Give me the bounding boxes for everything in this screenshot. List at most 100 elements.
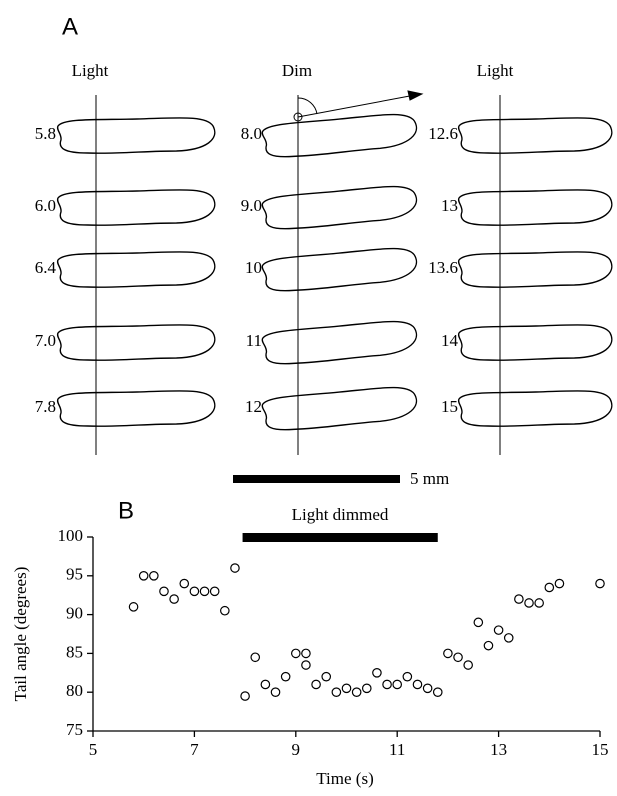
data-point [524, 598, 534, 608]
fish-outline [261, 113, 417, 158]
data-point [128, 602, 139, 612]
x-tick-label: 13 [490, 740, 507, 759]
fish-outline [457, 117, 613, 154]
data-point [463, 660, 473, 670]
x-tick-label: 15 [592, 740, 609, 759]
column-header: Dim [282, 61, 312, 80]
y-tick-label: 80 [66, 681, 83, 700]
x-tick-label: 11 [389, 740, 405, 759]
fish-outline [457, 390, 613, 427]
data-point [270, 687, 281, 697]
data-point [260, 679, 271, 690]
data-point [351, 687, 362, 697]
time-label: 15 [441, 397, 458, 416]
data-point [149, 570, 159, 581]
data-point [169, 594, 179, 604]
data-point [422, 683, 433, 694]
fish-outline [56, 251, 216, 288]
data-point [483, 640, 494, 651]
data-point [220, 605, 230, 616]
time-label: 13.6 [428, 258, 458, 277]
data-point [402, 671, 413, 682]
fish-outline [56, 189, 216, 226]
data-point [432, 687, 443, 697]
data-point [311, 679, 321, 690]
data-point [493, 625, 504, 635]
data-point [331, 687, 342, 697]
y-tick-label: 75 [66, 720, 83, 739]
time-label: 13 [441, 196, 458, 215]
y-tick-label: 85 [66, 642, 83, 661]
time-label: 11 [246, 331, 262, 350]
data-point [240, 691, 250, 701]
column-header: Light [72, 61, 109, 80]
data-point [544, 582, 555, 593]
fish-outline [56, 390, 216, 427]
angle-marker [293, 90, 424, 122]
data-point [473, 617, 484, 628]
fish-outline [56, 117, 216, 154]
time-label: 8.0 [241, 124, 262, 143]
scale-bar-label: 5 mm [410, 469, 449, 488]
column-header: Light [477, 61, 514, 80]
fish-outline [261, 247, 417, 292]
data-point [534, 598, 544, 608]
data-point [503, 633, 514, 643]
data-point [199, 586, 210, 597]
data-point [250, 652, 261, 663]
scale-bar [233, 475, 400, 483]
data-point [209, 586, 220, 597]
data-point [453, 652, 463, 663]
time-label: 12 [245, 397, 262, 416]
fish-outline [457, 189, 613, 226]
time-label: 12.6 [428, 124, 458, 143]
x-tick-label: 5 [89, 740, 98, 759]
y-tick-label: 95 [66, 565, 83, 584]
data-point [554, 578, 565, 589]
data-point [138, 570, 149, 581]
time-label: 7.8 [35, 397, 56, 416]
data-point [443, 648, 453, 659]
panel-label: A [62, 13, 78, 40]
y-tick-label: 90 [66, 604, 83, 623]
fish-outline [261, 185, 417, 230]
annotation: Light dimmed [292, 505, 389, 524]
data-point [382, 679, 392, 690]
data-point [392, 679, 402, 690]
time-label: 7.0 [35, 331, 56, 350]
dimmed-bar [242, 533, 438, 542]
data-point [189, 586, 200, 597]
time-label: 6.0 [35, 196, 56, 215]
data-point [514, 594, 524, 604]
fish-outline [457, 324, 613, 361]
time-label: 14 [441, 331, 459, 350]
time-label: 9.0 [241, 196, 262, 215]
data-point [280, 671, 291, 682]
time-label: 10 [245, 258, 262, 277]
time-label: 5.8 [35, 124, 56, 143]
x-axis-label: Time (s) [316, 769, 373, 788]
data-point [595, 578, 605, 589]
fish-outline [56, 324, 216, 361]
fish-outline [261, 320, 417, 365]
data-point [159, 586, 169, 597]
data-point [372, 667, 382, 678]
data-point [341, 683, 352, 694]
data-point [361, 683, 372, 694]
x-tick-label: 7 [190, 740, 199, 759]
data-point [301, 660, 311, 670]
data-point [230, 563, 240, 573]
time-label: 6.4 [35, 258, 57, 277]
data-point [179, 578, 190, 589]
panel-label: B [118, 497, 134, 524]
x-tick-label: 9 [292, 740, 301, 759]
y-axis-label: Tail angle (degrees) [11, 567, 30, 702]
data-point [321, 671, 332, 682]
data-point [412, 679, 423, 690]
fish-outline [457, 251, 613, 288]
y-tick-label: 100 [58, 526, 84, 545]
fish-outline [261, 386, 417, 431]
data-point [290, 648, 301, 659]
data-point [301, 648, 311, 659]
